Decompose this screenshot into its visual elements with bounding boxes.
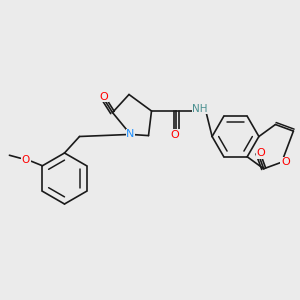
Text: O: O	[256, 148, 266, 158]
Text: O: O	[100, 92, 109, 102]
Text: NH: NH	[192, 103, 208, 114]
Text: O: O	[281, 157, 290, 167]
Text: N: N	[126, 129, 135, 140]
Text: O: O	[170, 130, 179, 140]
Text: O: O	[22, 155, 30, 165]
